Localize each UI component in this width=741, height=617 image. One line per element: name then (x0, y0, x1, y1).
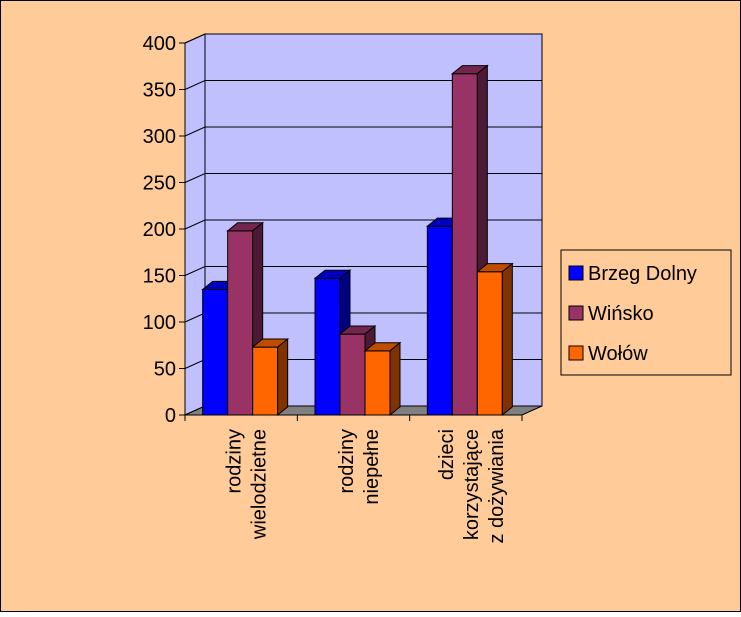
bar-side-0-2 (277, 337, 289, 417)
y-tick-label-350: 350 (143, 80, 176, 102)
x-category-label-2-0: dzieci (436, 429, 458, 480)
gridline-250 (184, 173, 542, 183)
gridline-400 (184, 33, 542, 44)
gridline-200 (184, 219, 542, 230)
bar-side-1-2 (389, 341, 401, 417)
gridline-300 (184, 126, 542, 137)
bar-0-1 (227, 230, 254, 416)
x-category-label-2-1: korzystające (461, 429, 483, 540)
legend-label-1: Wińsko (588, 303, 654, 325)
bar-2-0 (426, 225, 453, 416)
x-category-label-1-1: niepełne (361, 429, 383, 505)
y-tick-label-250: 250 (143, 173, 176, 195)
y-tick-label-400: 400 (143, 33, 176, 55)
y-tick-label-50: 50 (154, 359, 176, 381)
bar-0-0 (202, 288, 229, 416)
bar-2-1 (451, 73, 478, 416)
legend-label-2: Wołów (588, 343, 648, 365)
bar-1-2 (364, 350, 391, 416)
bar-side-2-2 (501, 262, 513, 417)
x-category-label-1-0: rodziny (336, 429, 358, 493)
legend-label-0: Brzeg Dolny (588, 263, 697, 285)
legend-swatch-2 (568, 345, 584, 361)
legend-box (560, 249, 732, 376)
y-tick-label-200: 200 (143, 219, 176, 241)
bar-1-0 (314, 277, 341, 416)
legend-swatch-0 (568, 265, 584, 281)
legend-swatch-1 (568, 305, 584, 321)
x-category-label-0-0: rodziny (224, 429, 246, 493)
gridline-350 (184, 80, 542, 90)
bar-1-1 (339, 333, 366, 416)
y-tick-label-100: 100 (143, 312, 176, 334)
bar-2-2 (476, 271, 503, 416)
y-tick-label-0: 0 (165, 405, 176, 427)
x-category-label-2-2: z dożywiania (486, 428, 508, 543)
x-category-label-0-1: wielodzietne (249, 429, 271, 540)
y-tick-label-300: 300 (143, 126, 176, 148)
y-tick-label-150: 150 (143, 266, 176, 288)
bar-0-2 (252, 346, 279, 416)
